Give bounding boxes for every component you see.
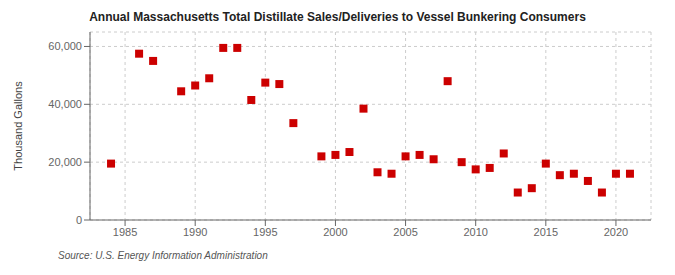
- svg-text:20,000: 20,000: [48, 156, 82, 168]
- svg-text:2015: 2015: [534, 226, 558, 238]
- svg-text:60,000: 60,000: [48, 40, 82, 52]
- svg-text:0: 0: [76, 214, 82, 226]
- svg-text:Thousand Gallons: Thousand Gallons: [12, 81, 24, 171]
- html-text:Source: U.S. Energy Informatio: Source: U.S. Energy Information Administ…: [58, 250, 268, 261]
- svg-text:40,000: 40,000: [48, 98, 82, 110]
- svg-text:2020: 2020: [604, 226, 628, 238]
- svg-text:1990: 1990: [183, 226, 207, 238]
- svg-text:1985: 1985: [113, 226, 137, 238]
- svg-text:2000: 2000: [323, 226, 347, 238]
- html-text:Annual Massachusetts Total Dis: Annual Massachusetts Total Distillate Sa…: [89, 10, 586, 24]
- svg-text:2010: 2010: [463, 226, 487, 238]
- svg-text:1995: 1995: [253, 226, 277, 238]
- svg-text:2005: 2005: [393, 226, 417, 238]
